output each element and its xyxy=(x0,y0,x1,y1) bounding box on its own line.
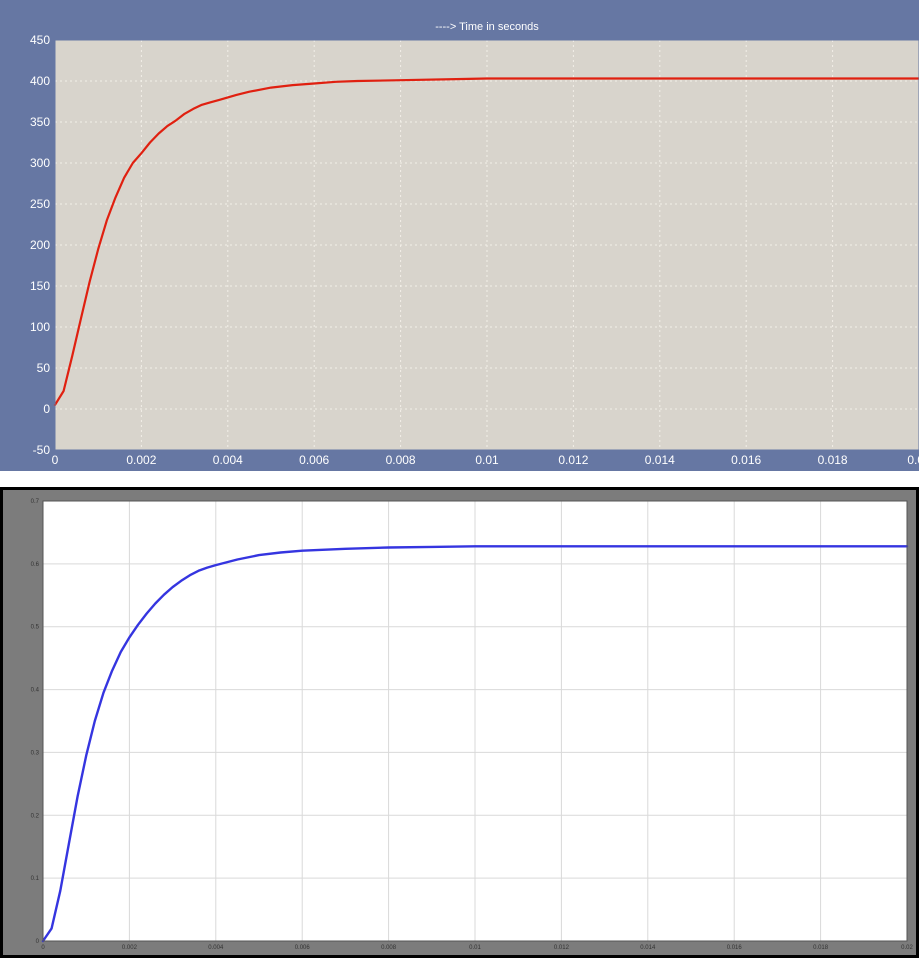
y-tick-label: 250 xyxy=(30,197,50,211)
y-tick-label: 300 xyxy=(30,156,50,170)
y-tick-label: 0.4 xyxy=(31,688,40,694)
y-tick-label: 400 xyxy=(30,74,50,88)
series-line xyxy=(53,77,919,406)
y-tick-label: 0.7 xyxy=(31,499,40,505)
y-tick-label: 350 xyxy=(30,115,50,129)
y-tick-label: 0.1 xyxy=(31,876,40,882)
x-tick-label: 0.004 xyxy=(208,945,224,951)
chart-border xyxy=(0,487,919,958)
chart-2: 0 0.002 0.004 0.006 0.008 0.01 0.012 0.014 0.016… xyxy=(0,487,919,958)
x-tick-label: 0.006 xyxy=(299,453,329,467)
chart-title: ----> Time in seconds xyxy=(435,21,539,33)
y-tick-label: -50 xyxy=(33,443,51,457)
x-tick-label: 0.004 xyxy=(213,453,243,467)
x-tick-label: 0.018 xyxy=(813,945,829,951)
y-tick-label: 0.5 xyxy=(31,625,40,631)
chart-1: 0 0.002 0.004 0.006 0.008 0.01 0.012 0.014 0.016… xyxy=(0,0,919,471)
x-tick-label: 0.016 xyxy=(727,945,743,951)
x-tick-label: 0 xyxy=(41,945,45,951)
x-tick-label: 0.02 xyxy=(907,453,919,467)
series-line xyxy=(41,545,909,943)
y-tick-label: 0.3 xyxy=(31,750,40,756)
x-tick-label: 0.012 xyxy=(554,945,570,951)
x-tick-label: 0.014 xyxy=(645,453,675,467)
x-tick-label: 0.01 xyxy=(475,453,499,467)
x-tick-label: 0.012 xyxy=(558,453,588,467)
y-tick-label: 0 xyxy=(43,402,50,416)
x-tick-label: 0 xyxy=(52,453,59,467)
x-tick-label: 0.01 xyxy=(469,945,481,951)
x-tick-label: 0.002 xyxy=(126,453,156,467)
y-tick-label: 50 xyxy=(37,361,51,375)
x-tick-label: 0.008 xyxy=(386,453,416,467)
y-tick-label: 150 xyxy=(30,279,50,293)
plot-outline xyxy=(42,500,908,942)
y-tick-label: 0.6 xyxy=(31,562,40,568)
x-tick-label: 0.006 xyxy=(295,945,311,951)
x-tick-label: 0.014 xyxy=(640,945,656,951)
x-tick-label: 0.002 xyxy=(122,945,138,951)
x-tick-label: 0.02 xyxy=(901,945,913,951)
x-tick-label: 0.018 xyxy=(818,453,848,467)
x-tick-label: 0.016 xyxy=(731,453,761,467)
plot-outline xyxy=(54,39,919,451)
y-tick-label: 100 xyxy=(30,320,50,334)
y-tick-label: 0.2 xyxy=(31,813,40,819)
y-tick-label: 0 xyxy=(36,939,40,945)
y-tick-label: 450 xyxy=(30,33,50,47)
x-tick-label: 0.008 xyxy=(381,945,397,951)
y-tick-label: 200 xyxy=(30,238,50,252)
